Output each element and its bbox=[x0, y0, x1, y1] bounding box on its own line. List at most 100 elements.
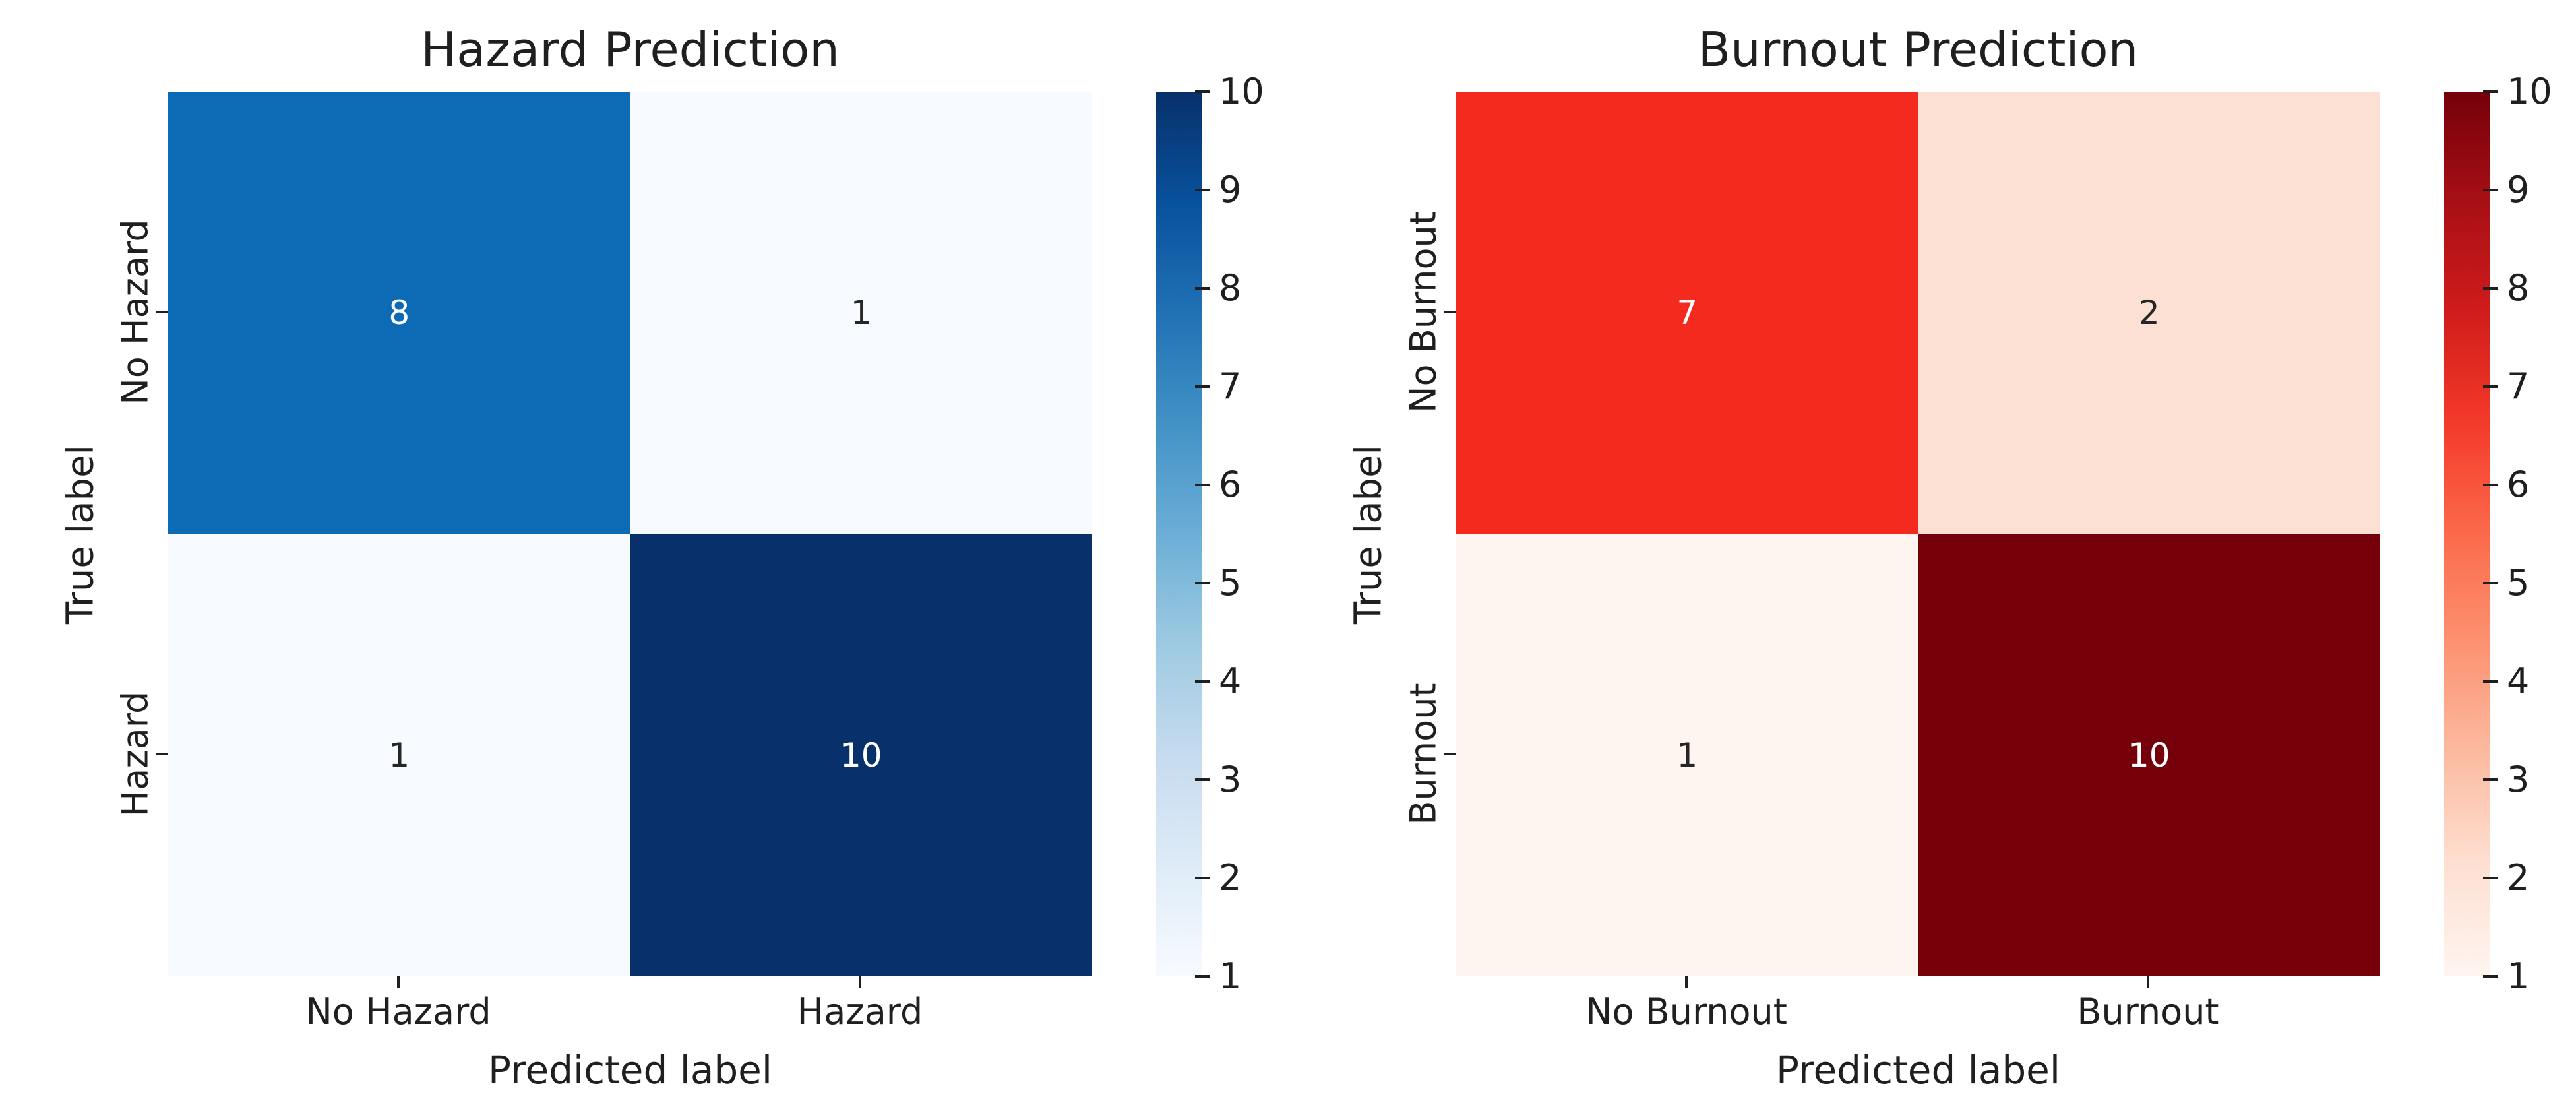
confusion-matrix: 8 1 1 10 bbox=[168, 92, 1092, 976]
matrix-cell: 1 bbox=[630, 92, 1092, 534]
x-tick-mark bbox=[2147, 976, 2149, 988]
colorbar: 10 9 8 7 6 5 4 3 2 1 bbox=[2444, 74, 2552, 994]
burnout-prediction-chart: Burnout Prediction True label No Burnout… bbox=[1288, 0, 2576, 1105]
y-tick-label: Burnout bbox=[1402, 683, 1444, 825]
cell-value: 10 bbox=[840, 736, 882, 774]
colorbar-tick-mark bbox=[1195, 877, 1210, 879]
colorbar-tick: 6 bbox=[1195, 463, 1242, 505]
colorbar-tick-mark bbox=[2483, 188, 2498, 191]
y-tick-label: No Hazard bbox=[114, 219, 156, 405]
colorbar-tick-label: 6 bbox=[1219, 463, 1242, 505]
colorbar-tick-label: 2 bbox=[2507, 857, 2530, 899]
x-tick-mark bbox=[397, 976, 400, 988]
colorbar-tick: 9 bbox=[1195, 172, 1241, 208]
colorbar-tick-mark bbox=[1195, 975, 1210, 978]
colorbar-tick-label: 9 bbox=[2507, 168, 2530, 210]
y-tick-mark bbox=[156, 753, 168, 755]
colorbar-tick: 1 bbox=[2483, 959, 2529, 994]
colorbar-tick-label: 3 bbox=[1219, 759, 1242, 800]
colorbar-tick-mark bbox=[2483, 975, 2498, 978]
colorbar-tick-label: 6 bbox=[2507, 463, 2530, 505]
cell-value: 10 bbox=[2128, 736, 2170, 774]
x-axis-label: Predicted label bbox=[1776, 1048, 2060, 1092]
colorbar-tick: 7 bbox=[1195, 365, 1242, 407]
colorbar-tick-label: 4 bbox=[2507, 660, 2530, 702]
cell-value: 1 bbox=[388, 736, 410, 774]
colorbar-tick-label: 7 bbox=[2507, 365, 2530, 407]
colorbar-tick-label: 1 bbox=[2507, 955, 2530, 997]
hazard-prediction-chart: Hazard Prediction True label No Hazard H… bbox=[59, 22, 1264, 1092]
colorbar-tick: 4 bbox=[1195, 664, 1241, 699]
colorbar-tick-mark bbox=[1195, 778, 1210, 781]
colorbar-tick-label: 5 bbox=[1219, 562, 1242, 604]
y-tick-mark bbox=[1444, 311, 1456, 313]
cell-value: 1 bbox=[1676, 736, 1698, 774]
colorbar-tick-mark bbox=[1195, 286, 1210, 290]
colorbar-tick: 10 bbox=[2483, 74, 2552, 110]
colorbar-tick: 4 bbox=[2483, 664, 2529, 699]
colorbar-tick: 5 bbox=[1195, 565, 1241, 601]
colorbar-tick-mark bbox=[1195, 90, 1210, 93]
colorbar-tick: 2 bbox=[1195, 860, 1241, 896]
colorbar-tick: 8 bbox=[1195, 270, 1241, 306]
colorbar-tick-mark bbox=[2483, 90, 2498, 93]
confusion-matrix: 7 2 1 10 bbox=[1456, 92, 2380, 976]
colorbar-tick-mark bbox=[1195, 680, 1210, 683]
colorbar-tick-mark bbox=[1195, 582, 1210, 584]
colorbar-tick: 8 bbox=[2483, 270, 2529, 306]
colorbar-tick: 3 bbox=[2483, 762, 2529, 798]
colorbar-tick-mark bbox=[2483, 680, 2498, 683]
x-tick-label: Hazard bbox=[797, 991, 923, 1032]
colorbar-tick-label: 9 bbox=[1219, 168, 1242, 210]
x-tick-mark bbox=[1685, 976, 1688, 988]
colorbar-tick: 3 bbox=[1195, 762, 1241, 798]
y-tick-mark bbox=[156, 311, 168, 313]
x-axis-label: Predicted label bbox=[488, 1048, 772, 1092]
colorbar-tick-label: 4 bbox=[1219, 660, 1242, 702]
colorbar-tick-mark bbox=[1195, 188, 1210, 191]
colorbar-tick-label: 3 bbox=[2507, 759, 2530, 800]
colorbar-tick-mark bbox=[2483, 385, 2498, 388]
colorbar-tick: 5 bbox=[2483, 565, 2529, 601]
colorbar-tick-label: 5 bbox=[2507, 562, 2530, 604]
colorbar-tick: 10 bbox=[1195, 74, 1264, 110]
matrix-cell: 2 bbox=[1918, 92, 2380, 534]
colorbar-tick-mark bbox=[1195, 483, 1210, 486]
colorbar-tick-label: 2 bbox=[1219, 857, 1242, 899]
colorbar-tick-mark bbox=[2483, 286, 2498, 290]
colorbar-tick-label: 8 bbox=[1219, 267, 1242, 309]
chart-title: Hazard Prediction bbox=[421, 22, 840, 77]
x-tick-label: No Burnout bbox=[1585, 991, 1787, 1032]
matrix-cell: 1 bbox=[168, 534, 630, 976]
matrix-cell: 1 bbox=[1456, 534, 1918, 976]
colorbar-tick-mark bbox=[2483, 877, 2498, 879]
colorbar-tick: 6 bbox=[2483, 463, 2530, 505]
colorbar-tick-mark bbox=[2483, 778, 2498, 781]
cell-value: 1 bbox=[850, 294, 872, 332]
matrix-cell: 10 bbox=[1918, 534, 2380, 976]
y-tick-label: Hazard bbox=[114, 691, 156, 817]
y-tick-mark bbox=[1444, 753, 1456, 755]
chart-title: Burnout Prediction bbox=[1698, 22, 2139, 77]
x-tick-label: No Hazard bbox=[305, 991, 491, 1032]
colorbar-tick-mark bbox=[2483, 483, 2498, 486]
y-tick-label: No Burnout bbox=[1402, 211, 1444, 413]
colorbar-tick: 7 bbox=[2483, 365, 2530, 407]
colorbar-tick: 1 bbox=[1195, 959, 1241, 994]
matrix-cell: 10 bbox=[630, 534, 1092, 976]
matrix-cell: 8 bbox=[168, 92, 630, 534]
x-tick-label: Burnout bbox=[2077, 991, 2219, 1032]
colorbar-tick-label: 10 bbox=[2507, 71, 2552, 112]
y-axis-label: True label bbox=[1347, 444, 1390, 625]
matrix-cell: 7 bbox=[1456, 92, 1918, 534]
y-axis-label: True label bbox=[59, 444, 102, 625]
cell-value: 8 bbox=[388, 294, 410, 332]
colorbar-tick-label: 1 bbox=[1219, 955, 1242, 997]
colorbar-tick-label: 8 bbox=[2507, 267, 2530, 309]
colorbar-tick: 9 bbox=[2483, 172, 2529, 208]
colorbar-tick-label: 7 bbox=[1219, 365, 1242, 407]
x-tick-mark bbox=[859, 976, 861, 988]
colorbar: 10 9 8 7 6 5 4 3 2 1 bbox=[1156, 74, 1264, 994]
colorbar-tick-mark bbox=[1195, 385, 1210, 388]
colorbar-tick-mark bbox=[2483, 582, 2498, 584]
